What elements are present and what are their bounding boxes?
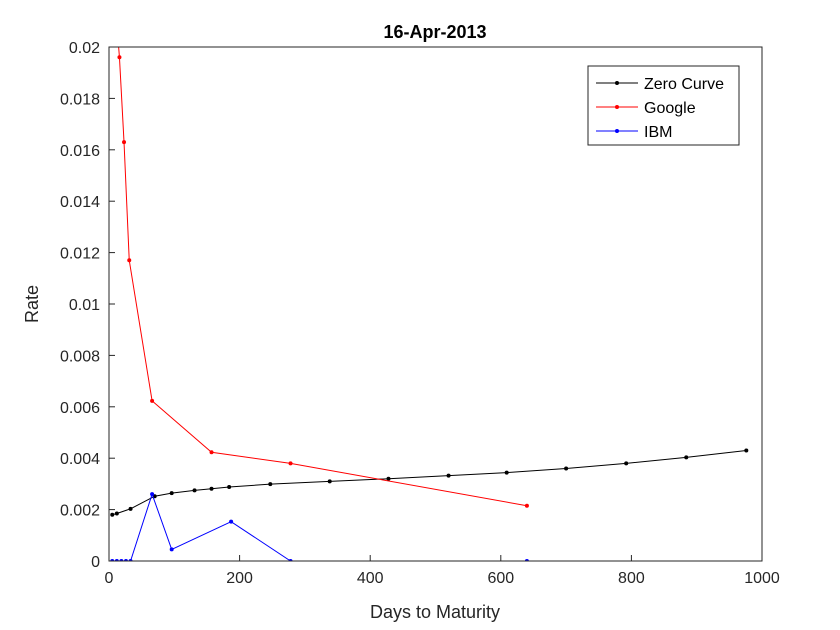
- y-tick-label: 0: [91, 554, 100, 571]
- y-tick-label: 0.018: [60, 91, 100, 108]
- zero-curve-point: [227, 484, 232, 489]
- y-tick-label: 0.014: [60, 194, 100, 211]
- google-point: [524, 503, 529, 508]
- y-tick-label: 0.012: [60, 246, 100, 263]
- legend-swatch-marker: [615, 129, 619, 133]
- zero-curve-point: [192, 488, 197, 493]
- zero-curve-point: [268, 482, 273, 487]
- y-tick-label: 0.002: [60, 503, 100, 520]
- y-tick-label: 0.004: [60, 451, 100, 468]
- google-point: [127, 258, 132, 263]
- ibm-line: [112, 492, 527, 561]
- zero-curve-point: [327, 479, 332, 484]
- google-line: [118, 47, 528, 507]
- legend: Zero Curve Google IBM: [587, 65, 740, 146]
- zero-curve-point: [624, 461, 629, 466]
- legend-item-zero-curve: Zero Curve: [596, 76, 724, 93]
- zero-curve-point: [684, 455, 689, 460]
- zero-curve-point: [386, 476, 391, 481]
- legend-swatch-marker: [615, 105, 619, 109]
- zero-curve-point: [114, 511, 119, 516]
- x-tick-label: 0: [105, 570, 114, 587]
- ibm-point: [150, 492, 155, 497]
- y-tick-label: 0.01: [69, 297, 100, 314]
- y-tick-label: 0.02: [69, 40, 100, 57]
- x-tick-label: 600: [487, 570, 514, 587]
- zero-curve-point: [169, 491, 174, 496]
- google-series: [114, 6, 529, 508]
- google-point: [150, 398, 155, 403]
- legend-item-ibm: IBM: [596, 124, 672, 141]
- y-tick-label: 0.008: [60, 348, 100, 365]
- legend-item-google: Google: [596, 100, 696, 117]
- zero-curve-point: [564, 466, 569, 471]
- zero-curve-point: [446, 473, 451, 478]
- ibm-point: [169, 547, 174, 552]
- y-tick-label: 0.016: [60, 143, 100, 160]
- google-point: [122, 140, 127, 145]
- google-point: [288, 461, 293, 466]
- chart-title: 16-Apr-2013: [383, 22, 486, 42]
- legend-box: [587, 65, 740, 146]
- google-point: [117, 55, 122, 60]
- legend-label: Google: [644, 100, 696, 117]
- zero-curve-point: [110, 512, 115, 517]
- x-axis-label: Days to Maturity: [370, 602, 500, 622]
- x-tick-label: 800: [618, 570, 645, 587]
- y-axis-label: Rate: [22, 285, 42, 323]
- zero-curve-point: [744, 448, 749, 453]
- x-tick-label: 400: [357, 570, 384, 587]
- legend-label: IBM: [644, 124, 672, 141]
- google-point: [209, 450, 214, 455]
- google-point: [114, 6, 118, 10]
- x-tick-label: 1000: [744, 570, 780, 587]
- x-tick-label: 200: [226, 570, 253, 587]
- zero-curve-point: [504, 470, 509, 475]
- zero-curve-series: [110, 448, 749, 517]
- zero-curve-point: [209, 486, 214, 491]
- legend-swatch-marker: [615, 81, 619, 85]
- y-tick-label: 0.006: [60, 400, 100, 417]
- ibm-point: [229, 519, 234, 524]
- legend-label: Zero Curve: [644, 76, 724, 93]
- zero-curve-point: [128, 506, 133, 511]
